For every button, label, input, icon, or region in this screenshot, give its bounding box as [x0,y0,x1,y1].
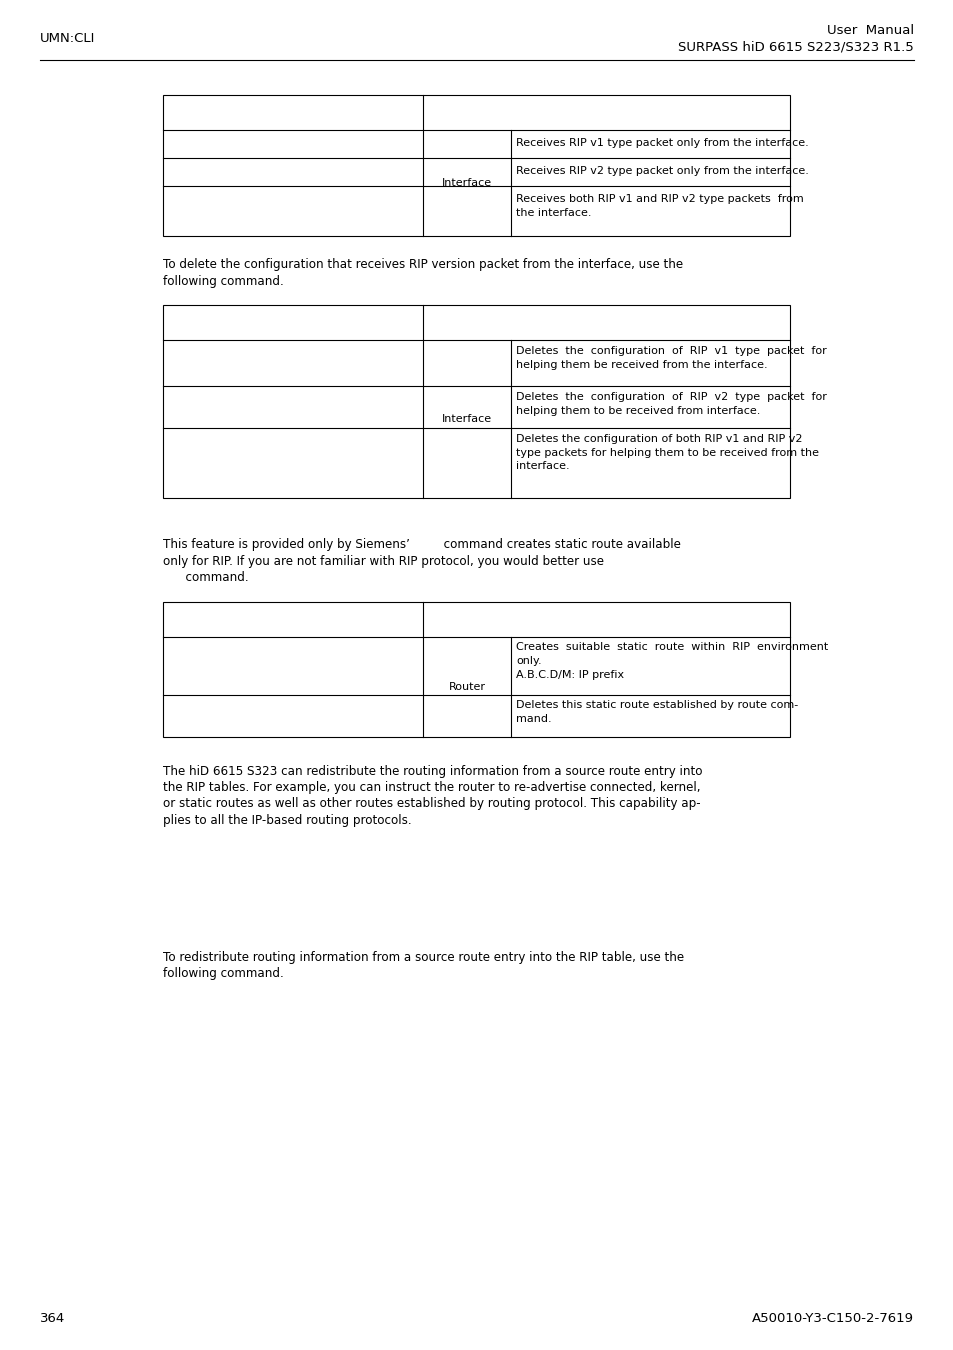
Text: helping them to be received from interface.: helping them to be received from interfa… [516,405,760,416]
Text: following command.: following command. [163,967,283,980]
Text: To delete the configuration that receives RIP version packet from the interface,: To delete the configuration that receive… [163,258,682,271]
Bar [163,305,789,498]
Text: Receives both RIP v1 and RIP v2 type packets  from: Receives both RIP v1 and RIP v2 type pac… [516,194,802,204]
Text: User  Manual: User Manual [826,23,913,36]
Text: only.: only. [516,656,541,666]
Text: Interface: Interface [441,178,492,188]
Text: 364: 364 [40,1311,65,1324]
Text: the RIP tables. For example, you can instruct the router to re-advertise connect: the RIP tables. For example, you can ins… [163,782,700,794]
Text: following command.: following command. [163,274,283,288]
Text: To redistribute routing information from a source route entry into the RIP table: To redistribute routing information from… [163,950,683,964]
Text: A.B.C.D/M: IP prefix: A.B.C.D/M: IP prefix [516,670,623,679]
Bar [163,95,789,236]
Text: helping them be received from the interface.: helping them be received from the interf… [516,359,767,370]
Text: SURPASS hiD 6615 S223/S323 R1.5: SURPASS hiD 6615 S223/S323 R1.5 [678,40,913,54]
Text: interface.: interface. [516,460,569,471]
Text: or static routes as well as other routes established by routing protocol. This c: or static routes as well as other routes… [163,798,700,810]
Text: command.: command. [163,571,249,585]
Text: UMN:CLI: UMN:CLI [40,31,95,45]
Text: Creates  suitable  static  route  within  RIP  environment: Creates suitable static route within RIP… [516,643,827,652]
Text: A50010-Y3-C150-2-7619: A50010-Y3-C150-2-7619 [751,1311,913,1324]
Text: Interface: Interface [441,414,492,424]
Text: Receives RIP v2 type packet only from the interface.: Receives RIP v2 type packet only from th… [516,166,808,176]
Text: mand.: mand. [516,714,551,724]
Text: Deletes  the  configuration  of  RIP  v1  type  packet  for: Deletes the configuration of RIP v1 type… [516,346,826,356]
Text: plies to all the IP-based routing protocols.: plies to all the IP-based routing protoc… [163,814,411,828]
Text: Deletes  the  configuration  of  RIP  v2  type  packet  for: Deletes the configuration of RIP v2 type… [516,392,826,402]
Text: This feature is provided only by Siemens’         command creates static route a: This feature is provided only by Siemens… [163,539,680,551]
Text: type packets for helping them to be received from the: type packets for helping them to be rece… [516,447,818,458]
Text: Deletes this static route established by route com-: Deletes this static route established by… [516,701,798,710]
Text: The hiD 6615 S323 can redistribute the routing information from a source route e: The hiD 6615 S323 can redistribute the r… [163,764,701,778]
Text: Deletes the configuration of both RIP v1 and RIP v2: Deletes the configuration of both RIP v1… [516,433,801,444]
Text: only for RIP. If you are not familiar with RIP protocol, you would better use: only for RIP. If you are not familiar wi… [163,555,603,567]
Text: Receives RIP v1 type packet only from the interface.: Receives RIP v1 type packet only from th… [516,138,808,148]
Text: the interface.: the interface. [516,208,591,217]
Bar [163,602,789,737]
Text: Router: Router [448,682,485,691]
